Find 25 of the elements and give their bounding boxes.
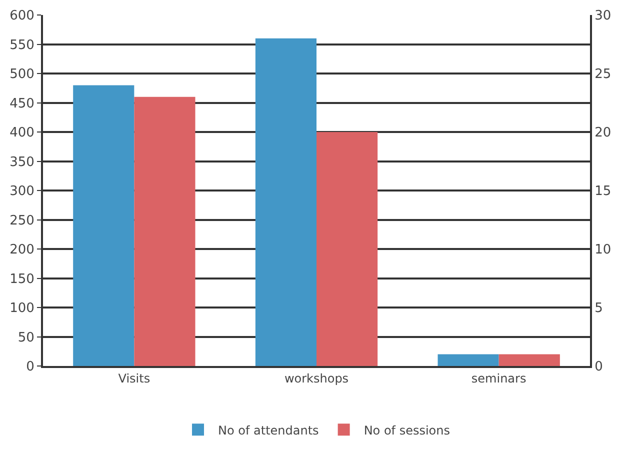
y2-tick-label: 0 xyxy=(594,360,603,375)
y-tick-label: 600 xyxy=(10,8,34,24)
y-tick-label: 550 xyxy=(10,38,34,53)
x-tick-label: seminars xyxy=(471,371,526,386)
legend-label: No of attendants xyxy=(218,423,319,438)
y-tick-label: 350 xyxy=(10,154,34,170)
y-tick-label: 0 xyxy=(26,360,34,375)
y2-tick-label: 5 xyxy=(594,301,603,316)
y-tick-label: 200 xyxy=(10,242,34,258)
y-tick-label: 50 xyxy=(18,330,34,346)
y2-tick-label: 25 xyxy=(594,67,612,82)
y-tick-label: 450 xyxy=(10,96,34,112)
legend-label: No of sessions xyxy=(364,423,450,438)
y-tick-label: 500 xyxy=(10,67,34,82)
y-tick-label: 400 xyxy=(10,126,34,141)
y-tick-label: 150 xyxy=(10,272,34,287)
y-tick-label: 100 xyxy=(10,301,34,316)
y2-tick-label: 30 xyxy=(594,8,612,24)
x-tick-label: workshops xyxy=(284,371,349,386)
x-tick-label: Visits xyxy=(118,371,150,386)
y-tick-label: 300 xyxy=(10,184,34,200)
y-tick-label: 250 xyxy=(10,213,34,228)
y2-tick-label: 15 xyxy=(594,184,612,200)
y2-tick-label: 20 xyxy=(594,126,612,141)
y2-tick-label: 10 xyxy=(594,242,612,258)
